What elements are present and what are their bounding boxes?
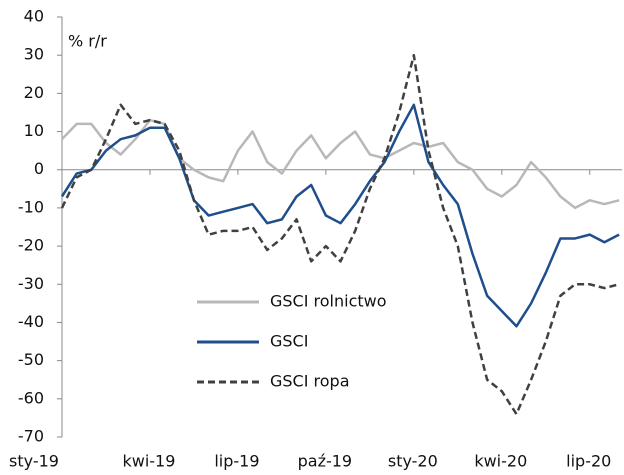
series-line (61, 118, 620, 210)
y-tick-label: -50 (18, 350, 44, 369)
y-tick-label: -60 (18, 388, 44, 407)
y-tick-label: 30 (24, 45, 44, 64)
x-tick-label: sty-20 (388, 452, 438, 471)
y-tick-label: -30 (18, 274, 44, 293)
x-tick-label: lip-20 (566, 452, 611, 471)
x-tick-label: kwi-20 (474, 452, 527, 471)
x-tick-label: kwi-19 (122, 452, 175, 471)
y-tick-label: 40 (24, 7, 44, 26)
x-tick-label: sty-19 (9, 452, 59, 471)
y-tick-label: 0 (34, 159, 44, 178)
x-tick-label: lip-19 (214, 452, 259, 471)
annotation: % r/r (68, 32, 107, 51)
y-tick-label: 10 (24, 121, 44, 140)
legend-label: GSCI ropa (270, 372, 350, 391)
y-tick-label: 20 (24, 83, 44, 102)
y-tick-label: -10 (18, 197, 44, 216)
legend-label: GSCI rolnictwo (270, 292, 387, 311)
y-tick-label: -40 (18, 312, 44, 331)
series-line (60, 53, 620, 416)
y-tick-label: -20 (18, 236, 44, 255)
x-tick-label: paź-19 (298, 452, 353, 471)
legend-label: GSCI (270, 332, 308, 351)
y-tick-label: -70 (18, 427, 44, 446)
series-line (60, 103, 620, 328)
